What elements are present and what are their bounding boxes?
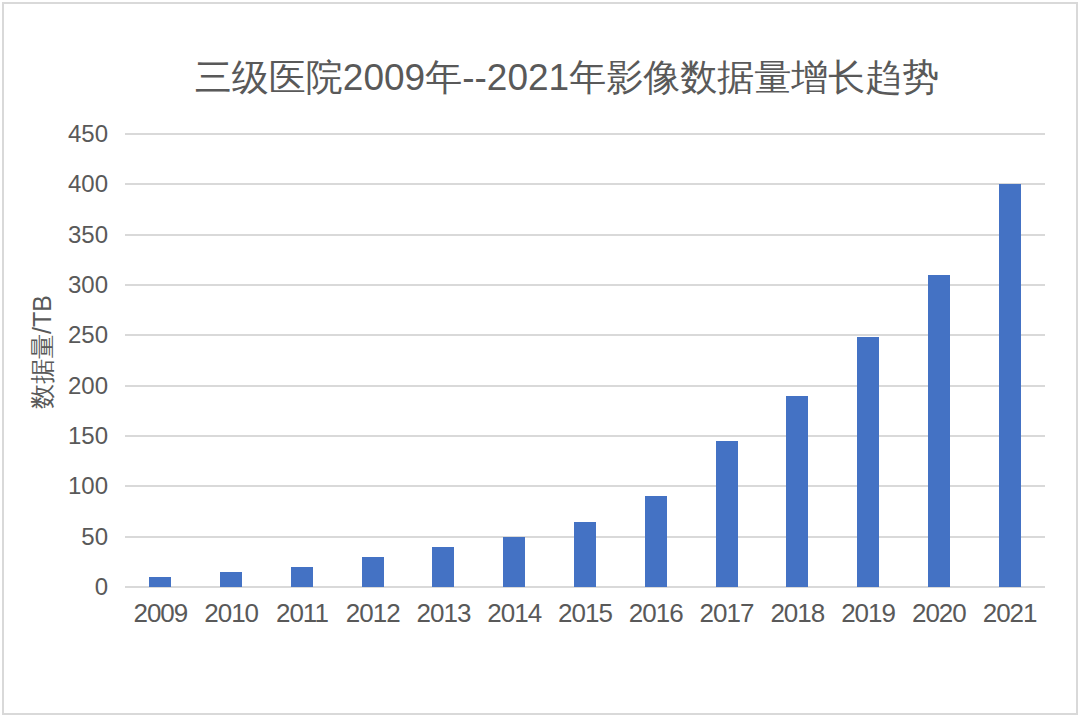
bar-2019 — [857, 337, 879, 587]
gridline — [125, 133, 1045, 135]
y-tick-label: 100 — [20, 471, 108, 501]
gridline — [125, 435, 1045, 437]
y-tick-label: 400 — [20, 169, 108, 199]
y-tick-label: 450 — [20, 119, 108, 149]
x-tick-label: 2018 — [757, 598, 837, 629]
x-tick-label: 2020 — [899, 598, 979, 629]
y-tick-label: 200 — [20, 371, 108, 401]
bar-2012 — [362, 557, 384, 587]
bar-2020 — [928, 275, 950, 587]
x-tick-label: 2009 — [120, 598, 200, 629]
y-tick-label: 50 — [20, 522, 108, 552]
gridline — [125, 183, 1045, 185]
gridline — [125, 334, 1045, 336]
x-tick-label: 2019 — [828, 598, 908, 629]
chart-title: 三级医院2009年--2021年影像数据量增长趋势 — [195, 53, 939, 103]
gridline — [125, 284, 1045, 286]
x-tick-label: 2017 — [687, 598, 767, 629]
bar-2013 — [432, 547, 454, 587]
y-tick-label: 150 — [20, 421, 108, 451]
y-tick-label: 0 — [20, 572, 108, 602]
bar-2016 — [645, 496, 667, 587]
x-tick-label: 2015 — [545, 598, 625, 629]
x-tick-label: 2013 — [403, 598, 483, 629]
gridline — [125, 385, 1045, 387]
gridline — [125, 485, 1045, 487]
x-tick-label: 2016 — [616, 598, 696, 629]
x-tick-label: 2011 — [262, 598, 342, 629]
bar-2021 — [999, 184, 1021, 587]
gridline — [125, 234, 1045, 236]
x-tick-label: 2010 — [191, 598, 271, 629]
bar-2011 — [291, 567, 313, 587]
x-tick-label: 2021 — [970, 598, 1050, 629]
bar-2017 — [716, 441, 738, 587]
x-tick-label: 2012 — [333, 598, 413, 629]
bar-2014 — [503, 537, 525, 587]
bar-2009 — [149, 577, 171, 587]
bar-2010 — [220, 572, 242, 587]
bar-2018 — [786, 396, 808, 587]
y-tick-label: 300 — [20, 270, 108, 300]
y-tick-label: 350 — [20, 220, 108, 250]
x-tick-label: 2014 — [474, 598, 554, 629]
bar-2015 — [574, 522, 596, 587]
y-tick-label: 250 — [20, 320, 108, 350]
